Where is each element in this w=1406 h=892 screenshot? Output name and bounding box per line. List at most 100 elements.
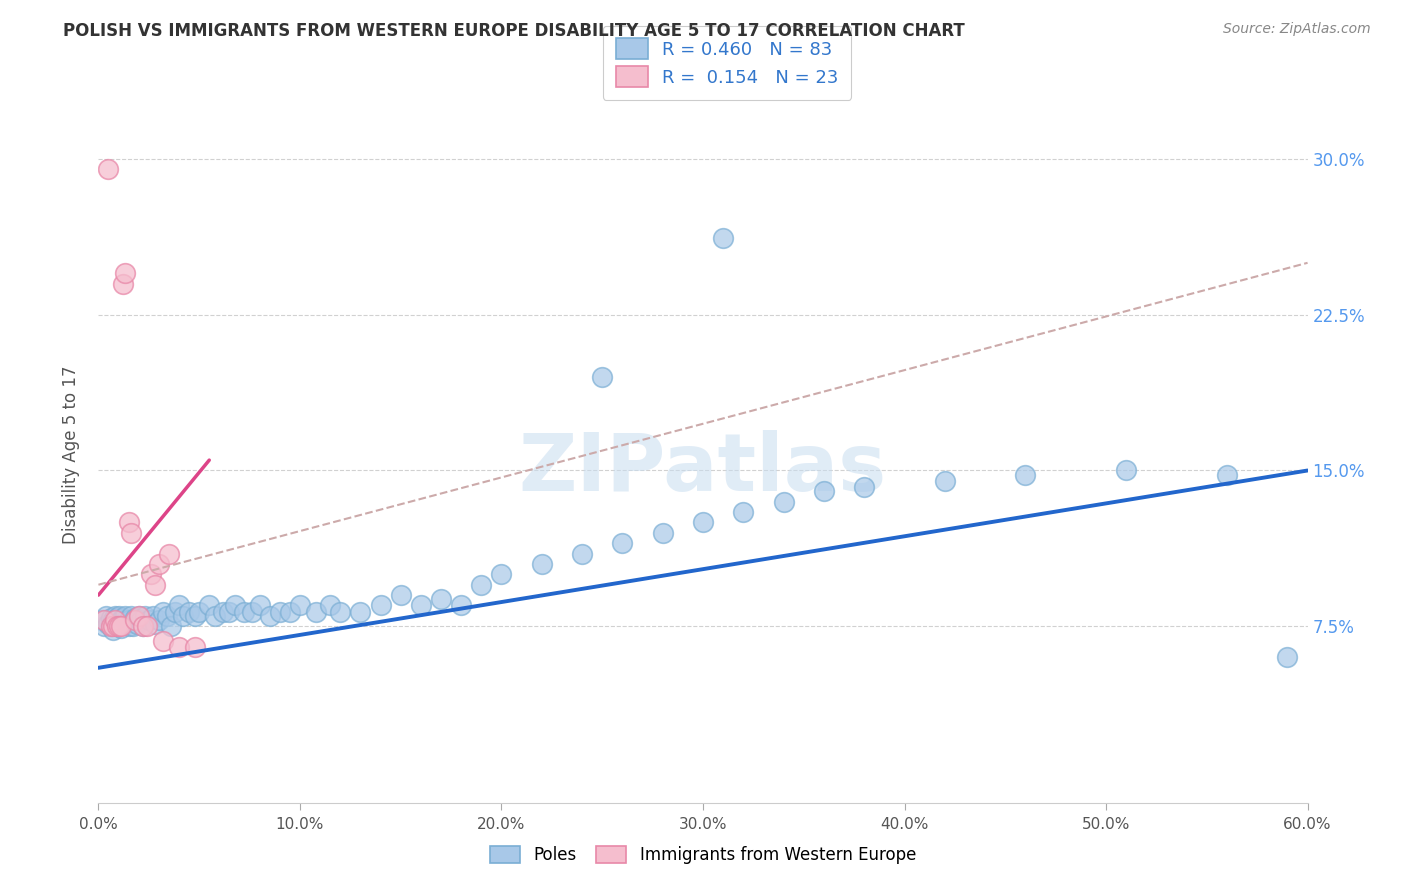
Point (105, 611, 128, 625)
Point (571, 547, 593, 561)
Point (118, 516, 141, 530)
Point (93, 619, 115, 633)
Point (370, 599, 392, 613)
Point (125, 617, 148, 632)
Point (184, 608, 207, 623)
Point (107, 608, 129, 623)
Point (184, 640, 207, 654)
Point (491, 567, 513, 582)
Point (218, 605, 240, 619)
Point (114, 266, 136, 280)
Point (100, 619, 122, 633)
Point (128, 608, 150, 623)
Point (156, 608, 179, 623)
Point (160, 619, 183, 633)
Point (111, 617, 134, 632)
Point (96, 608, 118, 623)
Point (409, 599, 432, 613)
Point (110, 621, 132, 635)
Text: POLISH VS IMMIGRANTS FROM WESTERN EUROPE DISABILITY AGE 5 TO 17 CORRELATION CHAR: POLISH VS IMMIGRANTS FROM WESTERN EUROPE… (63, 22, 965, 40)
Point (105, 619, 128, 633)
Point (240, 605, 263, 619)
Point (204, 608, 226, 623)
Point (142, 608, 165, 623)
Point (97, 617, 120, 632)
Point (167, 640, 190, 654)
Point (1014, 467, 1036, 482)
Point (114, 608, 136, 623)
Text: ZIPatlas: ZIPatlas (519, 430, 887, 508)
Point (711, 231, 734, 245)
Point (530, 557, 553, 571)
Point (120, 525, 142, 540)
Point (134, 608, 156, 623)
Point (132, 619, 155, 633)
Point (128, 608, 150, 623)
Point (93, 613, 115, 627)
Legend: Poles, Immigrants from Western Europe: Poles, Immigrants from Western Europe (484, 839, 922, 871)
Point (135, 619, 157, 633)
Point (329, 605, 352, 619)
Point (152, 605, 174, 619)
Point (167, 599, 190, 613)
Point (349, 605, 371, 619)
Point (259, 608, 281, 623)
Point (120, 608, 142, 623)
Point (107, 619, 129, 633)
Point (853, 480, 876, 494)
Point (107, 617, 129, 632)
Point (132, 619, 155, 633)
Point (651, 525, 673, 540)
Point (450, 599, 472, 613)
Point (305, 605, 328, 619)
Point (101, 619, 124, 633)
Text: Source: ZipAtlas.com: Source: ZipAtlas.com (1223, 22, 1371, 37)
Point (115, 617, 138, 632)
Point (198, 599, 221, 613)
Point (101, 613, 124, 627)
Point (232, 605, 254, 619)
Point (1115, 463, 1137, 477)
Point (692, 516, 714, 530)
Point (212, 605, 235, 619)
Point (813, 484, 835, 499)
Point (129, 613, 152, 627)
Point (101, 624, 124, 638)
Point (148, 557, 170, 571)
Point (148, 613, 170, 627)
Point (143, 617, 166, 632)
Point (430, 592, 453, 607)
Point (269, 605, 291, 619)
Point (319, 599, 342, 613)
Point (139, 567, 162, 582)
Point (612, 536, 634, 550)
Point (1216, 467, 1239, 482)
Point (124, 613, 146, 627)
Point (100, 619, 122, 633)
Point (172, 608, 194, 623)
Point (97, 162, 120, 177)
Point (110, 613, 132, 627)
Point (591, 370, 613, 384)
Point (733, 505, 755, 519)
Point (179, 605, 201, 619)
Point (249, 599, 271, 613)
Point (1277, 650, 1299, 665)
Point (278, 605, 301, 619)
Point (121, 619, 143, 633)
Point (288, 599, 311, 613)
Point (110, 619, 132, 633)
Point (111, 611, 134, 625)
Point (163, 605, 186, 619)
Point (114, 613, 136, 627)
Point (157, 547, 180, 561)
Point (118, 619, 141, 633)
Point (470, 578, 492, 592)
Point (118, 613, 141, 627)
Point (91, 613, 114, 627)
Point (103, 608, 125, 623)
Point (152, 633, 174, 648)
Point (143, 578, 166, 592)
Point (188, 605, 211, 619)
Point (105, 619, 128, 633)
